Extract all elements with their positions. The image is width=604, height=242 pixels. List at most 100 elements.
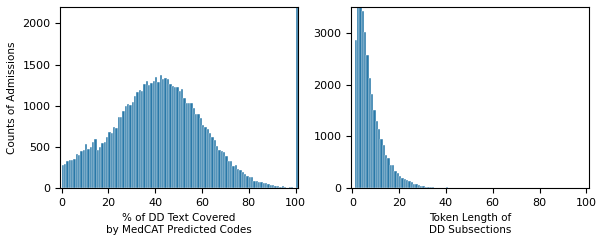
Bar [399, 176, 402, 188]
Bar [392, 165, 394, 188]
X-axis label: % of DD Text Covered
by MedCAT Predicted Codes: % of DD Text Covered by MedCAT Predicted… [106, 213, 252, 235]
Bar [216, 146, 218, 188]
Bar [413, 183, 416, 188]
Bar [78, 155, 80, 188]
Bar [254, 181, 255, 188]
Bar [376, 121, 378, 188]
Bar [378, 129, 381, 188]
Bar [418, 185, 420, 188]
Bar [162, 79, 164, 188]
Bar [115, 128, 118, 188]
Bar [183, 98, 185, 188]
Bar [394, 171, 397, 188]
Bar [160, 76, 162, 188]
Bar [249, 177, 251, 188]
Bar [270, 185, 272, 188]
Bar [387, 158, 390, 188]
Bar [268, 184, 270, 188]
Bar [164, 78, 167, 188]
Bar [371, 94, 373, 188]
Bar [211, 137, 214, 188]
Bar [106, 137, 108, 188]
Bar [71, 160, 73, 188]
Bar [381, 139, 383, 188]
Bar [199, 118, 202, 188]
Bar [214, 140, 216, 188]
Bar [172, 86, 174, 188]
Bar [272, 185, 274, 188]
Bar [291, 187, 293, 188]
Bar [383, 145, 385, 188]
Bar [80, 151, 83, 188]
Bar [242, 172, 244, 188]
Bar [129, 105, 132, 188]
Bar [422, 186, 425, 188]
Bar [85, 144, 87, 188]
Bar [237, 169, 239, 188]
Bar [223, 151, 225, 188]
Bar [101, 143, 104, 188]
Y-axis label: Counts of Admissions: Counts of Admissions [7, 41, 17, 154]
Bar [274, 186, 277, 188]
Bar [359, 0, 362, 188]
Bar [181, 89, 183, 188]
Bar [279, 187, 281, 188]
Bar [355, 40, 357, 188]
Bar [357, 0, 359, 188]
Bar [209, 133, 211, 188]
Bar [148, 85, 150, 188]
Bar [120, 117, 123, 188]
Bar [124, 106, 127, 188]
Bar [427, 187, 429, 188]
Bar [185, 104, 188, 188]
Bar [204, 127, 207, 188]
Bar [373, 110, 376, 188]
Bar [113, 127, 115, 188]
Bar [150, 83, 153, 188]
Bar [265, 183, 268, 188]
Bar [146, 81, 148, 188]
Bar [87, 149, 89, 188]
Bar [235, 165, 237, 188]
Bar [188, 103, 190, 188]
Bar [218, 150, 220, 188]
Bar [123, 111, 124, 188]
Bar [390, 165, 392, 188]
Bar [167, 79, 169, 188]
Bar [153, 81, 155, 188]
Bar [158, 82, 160, 188]
Bar [97, 150, 99, 188]
Bar [403, 179, 406, 188]
Bar [143, 84, 146, 188]
Bar [408, 181, 411, 188]
Bar [220, 151, 223, 188]
Bar [139, 90, 141, 188]
Bar [364, 32, 366, 188]
Bar [246, 176, 249, 188]
Bar [111, 133, 113, 188]
Bar [193, 107, 195, 188]
Bar [176, 87, 179, 188]
Bar [420, 186, 422, 188]
Bar [127, 104, 129, 188]
Bar [432, 187, 434, 188]
Bar [141, 91, 143, 188]
Bar [230, 161, 233, 188]
Bar [416, 184, 418, 188]
Bar [258, 182, 260, 188]
Bar [94, 138, 97, 188]
Bar [277, 186, 279, 188]
Bar [68, 160, 71, 188]
Bar [406, 180, 408, 188]
Bar [239, 170, 242, 188]
Bar [397, 173, 399, 188]
Bar [225, 156, 228, 188]
Bar [169, 84, 172, 188]
Bar [385, 155, 387, 188]
Bar [251, 177, 254, 188]
Bar [108, 132, 111, 188]
Bar [362, 11, 364, 188]
Bar [233, 166, 235, 188]
Bar [66, 161, 68, 188]
Bar [281, 186, 284, 188]
